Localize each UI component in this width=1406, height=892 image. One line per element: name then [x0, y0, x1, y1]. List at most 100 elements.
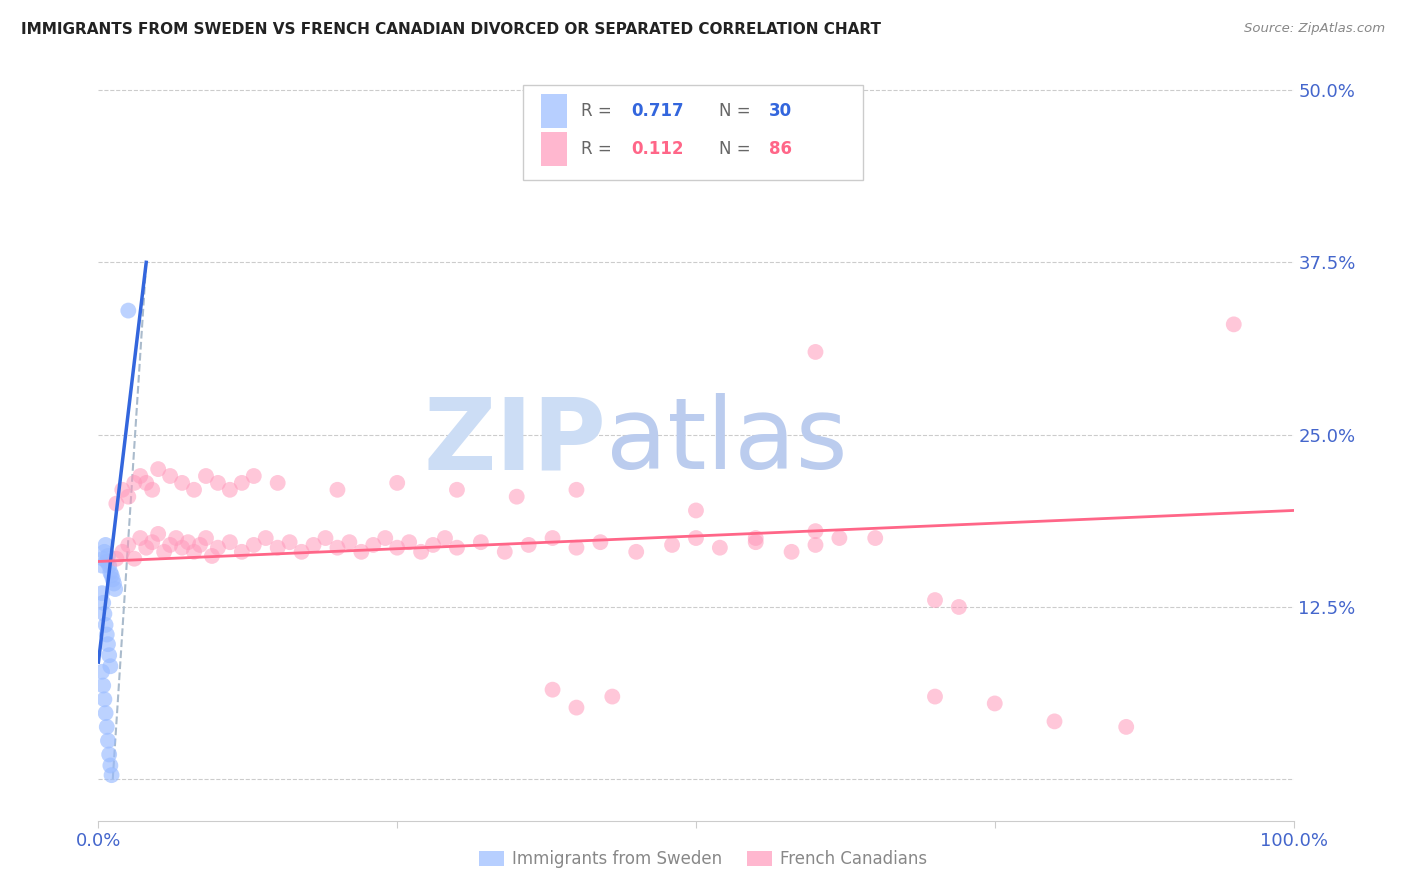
Point — [291, 545, 314, 559]
Point — [98, 648, 121, 663]
Point — [111, 545, 134, 559]
Point — [506, 490, 529, 504]
FancyBboxPatch shape — [541, 95, 567, 128]
Point — [924, 690, 946, 704]
Point — [129, 531, 152, 545]
FancyBboxPatch shape — [541, 132, 567, 166]
Point — [96, 627, 118, 641]
Point — [924, 593, 946, 607]
Text: 86: 86 — [769, 140, 792, 158]
Point — [446, 483, 468, 497]
Point — [745, 535, 768, 549]
Point — [804, 524, 827, 538]
Point — [243, 469, 266, 483]
Point — [685, 531, 707, 545]
Point — [626, 545, 648, 559]
Point — [201, 549, 224, 563]
Point — [1115, 720, 1137, 734]
Point — [350, 545, 373, 559]
Point — [374, 531, 396, 545]
Point — [745, 531, 768, 545]
Point — [828, 531, 851, 545]
Point — [243, 538, 266, 552]
Point — [141, 535, 163, 549]
Point — [1043, 714, 1066, 729]
Point — [153, 545, 176, 559]
Point — [91, 551, 114, 566]
Point — [124, 551, 146, 566]
Point — [103, 576, 125, 591]
Point — [565, 541, 588, 555]
Point — [104, 582, 127, 596]
Point — [135, 475, 157, 490]
Text: N =: N = — [718, 140, 755, 158]
Point — [172, 475, 194, 490]
Point — [411, 545, 433, 559]
Text: R =: R = — [581, 103, 617, 120]
Text: R =: R = — [581, 140, 617, 158]
Point — [685, 503, 707, 517]
Point — [177, 535, 200, 549]
Point — [984, 697, 1007, 711]
Point — [339, 535, 361, 549]
Point — [97, 549, 120, 563]
Point — [385, 541, 409, 555]
Point — [188, 538, 211, 552]
Point — [315, 531, 337, 545]
Point — [148, 527, 170, 541]
Point — [326, 541, 349, 555]
Text: IMMIGRANTS FROM SWEDEN VS FRENCH CANADIAN DIVORCED OR SEPARATED CORRELATION CHAR: IMMIGRANTS FROM SWEDEN VS FRENCH CANADIA… — [21, 22, 882, 37]
Point — [602, 690, 624, 704]
Point — [172, 541, 194, 555]
Text: Source: ZipAtlas.com: Source: ZipAtlas.com — [1244, 22, 1385, 36]
Point — [231, 475, 253, 490]
Point — [207, 475, 229, 490]
Point — [1223, 318, 1246, 332]
Point — [446, 541, 468, 555]
Point — [183, 483, 205, 497]
Point — [94, 618, 117, 632]
Point — [100, 768, 122, 782]
Point — [434, 531, 457, 545]
Point — [804, 538, 827, 552]
Point — [117, 490, 139, 504]
Point — [385, 475, 409, 490]
Point — [98, 566, 122, 580]
Point — [207, 541, 229, 555]
Point — [165, 531, 187, 545]
Text: atlas: atlas — [606, 393, 848, 490]
Point — [98, 747, 121, 762]
Point — [565, 483, 588, 497]
Point — [302, 538, 325, 552]
Point — [111, 483, 134, 497]
Point — [96, 720, 118, 734]
Point — [494, 545, 516, 559]
Point — [565, 700, 588, 714]
Point — [219, 535, 242, 549]
Point — [98, 758, 122, 772]
Point — [98, 558, 121, 573]
Point — [267, 475, 290, 490]
Point — [589, 535, 612, 549]
Text: 0.112: 0.112 — [631, 140, 683, 158]
Point — [91, 665, 114, 679]
Point — [105, 497, 128, 511]
Point — [94, 538, 117, 552]
Text: 0.717: 0.717 — [631, 103, 685, 120]
Point — [117, 538, 139, 552]
Point — [865, 531, 887, 545]
Point — [91, 596, 114, 610]
Point — [141, 483, 163, 497]
Point — [541, 682, 564, 697]
Point — [183, 545, 205, 559]
Legend: Immigrants from Sweden, French Canadians: Immigrants from Sweden, French Canadians — [472, 844, 934, 875]
Point — [97, 733, 120, 747]
Point — [422, 538, 444, 552]
Point — [219, 483, 242, 497]
Point — [195, 531, 218, 545]
Point — [91, 679, 114, 693]
Point — [278, 535, 301, 549]
Point — [267, 541, 290, 555]
Point — [661, 538, 683, 552]
Point — [101, 573, 124, 587]
